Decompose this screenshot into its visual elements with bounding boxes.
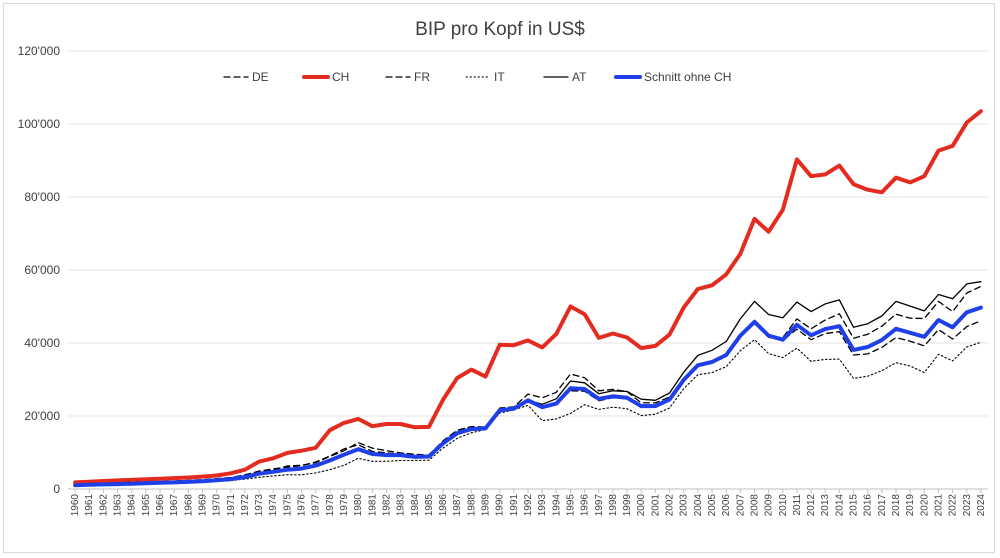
x-tick-label: 2014 [834,494,845,517]
x-tick-label: 1982 [381,494,392,517]
x-tick-label: 2017 [877,494,888,517]
series-lines [73,109,983,488]
legend-label: Schnitt ohne CH [644,70,731,84]
y-tick-label: 80'000 [24,190,60,204]
x-tick-label: 1979 [339,494,350,517]
x-tick-label: 1994 [551,494,562,517]
x-tick-label: 1971 [226,494,237,517]
gridlines [68,50,988,490]
chart-frame: BIP pro Kopf in US$ 0 20'000 40'000 60'000 8… [3,3,995,553]
x-tick-label: 1974 [268,494,279,517]
x-tick-label: 1989 [481,494,492,517]
x-tick-label: 1999 [622,494,633,517]
x-tick-label: 2016 [863,494,874,517]
x-tick-label: 1967 [169,494,180,517]
y-tick-label: 20'000 [24,409,60,423]
legend-label: CH [332,70,349,84]
x-tick-label: 2019 [905,494,916,517]
x-tick-label: 2006 [721,494,732,517]
y-axis: 0 20'000 40'000 60'000 80'000 100'000 120'000 [18,44,61,496]
y-tick-label: 60'000 [24,263,60,277]
x-tick-label: 1968 [183,494,194,517]
legend-label: AT [572,70,587,84]
x-tick-label: 2003 [679,494,690,517]
series-line-it [74,339,982,487]
x-tick-label: 1980 [353,494,364,517]
x-tick-label: 1970 [212,494,223,517]
x-tick-label: 1963 [113,494,124,517]
x-tick-label: 2010 [778,494,789,517]
x-tick-label: 1990 [495,494,506,517]
x-tick-label: 2012 [806,494,817,517]
x-tick-label: 1985 [424,494,435,517]
x-tick-label: 1972 [240,494,251,517]
x-tick-label: 1976 [297,494,308,517]
x-tick-label: 2013 [820,494,831,517]
x-tick-label: 2007 [735,494,746,517]
x-tick-label: 1993 [537,494,548,517]
legend-label: DE [252,70,269,84]
x-tick-label: 1981 [367,494,378,517]
x-tick-label: 2022 [948,494,959,517]
x-tick-label: 1997 [594,494,605,517]
x-tick-label: 1973 [254,494,265,517]
x-tick-label: 1983 [396,494,407,517]
x-axis: 1960 1961 1962 1963 1964 1965 1966 1967 1968 1969… [70,489,987,516]
x-tick-label: 2002 [665,494,676,517]
x-tick-label: 1987 [452,494,463,517]
x-tick-label: 1961 [84,494,95,517]
x-tick-label: 2015 [849,494,860,517]
x-tick-label: 2008 [749,494,760,517]
x-tick-label: 2020 [919,494,930,517]
x-tick-label: 1991 [509,494,520,517]
x-tick-label: 1975 [282,494,293,517]
line-chart: BIP pro Kopf in US$ 0 20'000 40'000 60'000 8… [18,19,988,516]
x-tick-label: 1964 [127,494,138,517]
chart-title: BIP pro Kopf in US$ [415,19,585,40]
x-tick-label: 1978 [325,494,336,517]
x-tick-label: 1984 [410,494,421,517]
x-tick-label: 1998 [608,494,619,517]
x-tick-label: 1977 [311,494,322,517]
x-tick-label: 1996 [580,494,591,517]
x-tick-label: 2005 [707,494,718,517]
x-tick-label: 2004 [693,494,704,517]
x-tick-label: 2023 [962,494,973,517]
series-line-at [74,281,982,487]
y-tick-label: 120'000 [18,44,61,58]
x-tick-label: 1969 [197,494,208,517]
x-tick-label: 2024 [976,494,987,517]
series-line-schnitt-ohne-ch [73,305,983,488]
series-line-ch [73,109,983,485]
series-line-de [74,285,982,486]
legend: DE CH FR IT AT Schnitt ohne CH [223,70,731,84]
y-tick-label: 40'000 [24,336,60,350]
x-tick-label: 2009 [764,494,775,517]
x-tick-label: 1960 [70,494,81,517]
x-tick-label: 1962 [98,494,109,517]
y-tick-label: 0 [53,482,60,496]
x-tick-label: 1992 [523,494,534,517]
legend-label: FR [414,70,430,84]
x-tick-label: 1965 [141,494,152,517]
x-tick-label: 1988 [466,494,477,517]
x-tick-label: 1986 [438,494,449,517]
legend-label: IT [494,70,505,84]
x-tick-label: 2000 [636,494,647,517]
x-tick-label: 2011 [792,494,803,516]
y-tick-label: 100'000 [18,117,61,131]
x-tick-label: 1966 [155,494,166,517]
x-tick-label: 2021 [933,494,944,517]
x-tick-label: 2018 [891,494,902,517]
x-tick-label: 1995 [565,494,576,517]
x-tick-label: 2001 [650,494,661,517]
